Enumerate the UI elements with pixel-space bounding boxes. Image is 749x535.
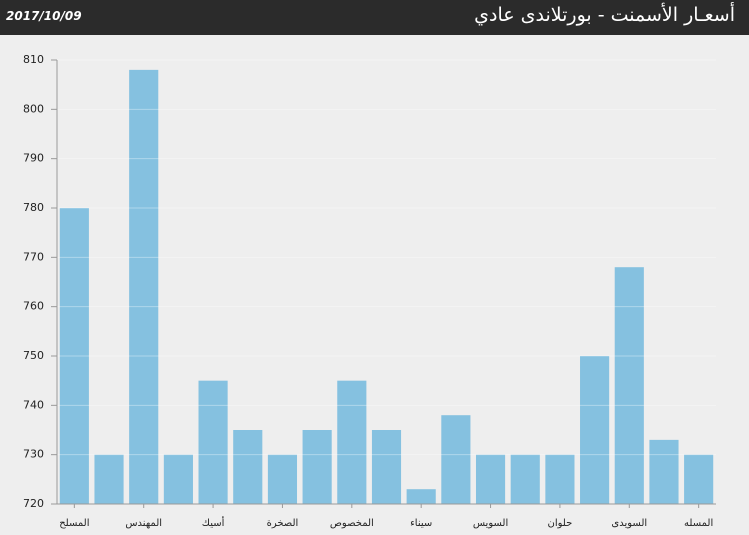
bar bbox=[649, 439, 679, 504]
bar bbox=[302, 430, 332, 504]
x-tick-label: المهندس bbox=[125, 518, 162, 529]
x-tick-label: حلوان bbox=[548, 518, 573, 529]
bar bbox=[267, 454, 298, 504]
bar bbox=[233, 430, 263, 504]
y-tick-label: 740 bbox=[23, 398, 44, 411]
y-tick-label: 780 bbox=[23, 201, 44, 214]
y-tick-label: 720 bbox=[23, 497, 44, 510]
x-tick-label: أسيك bbox=[202, 516, 225, 529]
bar bbox=[163, 454, 193, 504]
x-tick-label: المخصوص bbox=[330, 518, 374, 529]
bar bbox=[441, 415, 471, 504]
y-tick-label: 790 bbox=[23, 152, 44, 165]
bar bbox=[475, 454, 506, 504]
y-tick-label: 750 bbox=[23, 349, 44, 362]
bar bbox=[337, 380, 367, 504]
x-tick-label: السويدى bbox=[611, 518, 647, 529]
x-tick-label: المسله bbox=[684, 518, 713, 529]
date: 2017/10/09 bbox=[6, 9, 82, 23]
bar bbox=[580, 356, 610, 504]
bar bbox=[406, 489, 436, 504]
bar bbox=[684, 454, 714, 504]
x-tick-label: السويس bbox=[473, 518, 508, 529]
bar bbox=[59, 208, 89, 504]
y-tick-label: 810 bbox=[23, 53, 44, 66]
y-tick-label: 760 bbox=[23, 300, 44, 313]
bar bbox=[545, 454, 575, 504]
bar bbox=[614, 267, 644, 504]
bar bbox=[198, 380, 228, 504]
x-tick-label: المسلح bbox=[59, 518, 89, 529]
bar bbox=[129, 69, 159, 504]
chart: المسلح المهندس أسيك الصخرة المخصوص سيناء السوي… bbox=[23, 53, 716, 529]
bar bbox=[510, 454, 540, 504]
y-tick-label: 800 bbox=[23, 102, 44, 115]
bar bbox=[371, 430, 402, 504]
y-tick-label: 770 bbox=[23, 250, 44, 263]
header: أسعـار الأسمنت - بورتلاندى عادي 2017/10/… bbox=[0, 0, 749, 35]
bar bbox=[94, 454, 124, 504]
x-tick-label: الصخرة bbox=[267, 518, 299, 529]
y-tick-label: 730 bbox=[23, 448, 44, 461]
chart-title: أسعـار الأسمنت - بورتلاندى عادي bbox=[474, 4, 735, 26]
x-tick-label: سيناء bbox=[410, 518, 432, 529]
